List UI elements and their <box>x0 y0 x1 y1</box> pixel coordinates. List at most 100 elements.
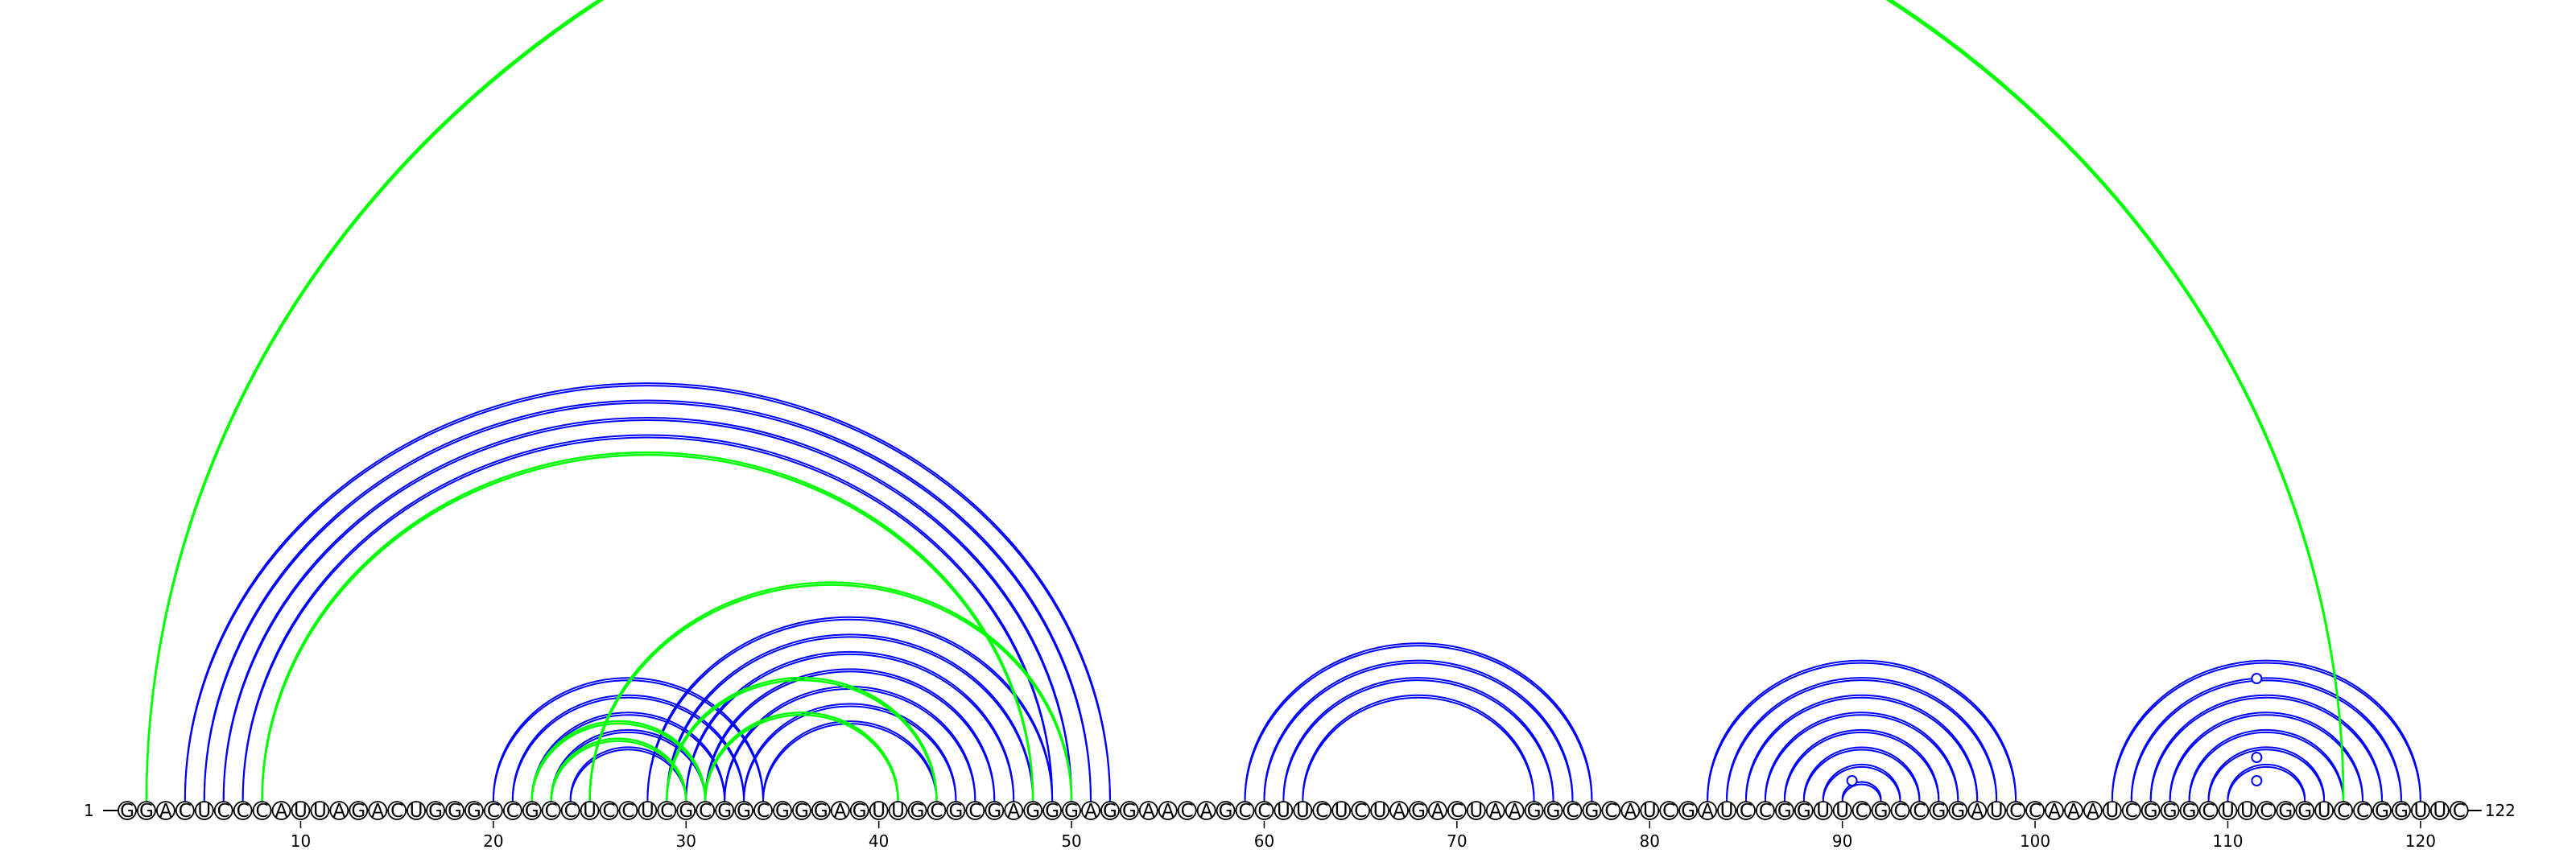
nucleotide-letter: U <box>1373 801 1387 822</box>
nucleotide-letter: C <box>1451 801 1463 822</box>
nucleotide-letter: G <box>1874 801 1889 822</box>
nucleotide: G <box>909 801 927 822</box>
blue-pair-arc <box>204 400 1091 799</box>
nucleotide: G <box>1121 801 1138 822</box>
nucleotide-letter: A <box>1701 801 1714 822</box>
nucleotide-letter: G <box>2163 801 2178 822</box>
nucleotide: U <box>2315 801 2333 822</box>
nucleotide: G <box>1101 801 1119 822</box>
nucleotide-letter: C <box>602 801 615 822</box>
nucleotide-letter: U <box>313 801 327 822</box>
nucleotide-letter: C <box>1315 801 1328 822</box>
nucleotide-letter: A <box>2067 801 2080 822</box>
nucleotide: C <box>1757 801 1774 822</box>
nucleotide-letter: C <box>660 801 673 822</box>
nucleotide-letter: C <box>1662 801 1675 822</box>
nucleotide: G <box>677 801 695 822</box>
nucleotide: U <box>2103 801 2121 822</box>
nucleotide-letter: C <box>968 801 981 822</box>
nucleotide-letter: U <box>1277 801 1290 822</box>
nucleotide-letter: C <box>237 801 250 822</box>
nucleotide: U <box>1641 801 1658 822</box>
nucleotide-letter: G <box>428 801 443 822</box>
nucleotide-letter: C <box>1604 801 1617 822</box>
nucleotide-letter: A <box>1971 801 1984 822</box>
nucleotide: G <box>735 801 753 822</box>
nucleotide-letter: A <box>2087 801 2099 822</box>
nucleotide-letter: U <box>1720 801 1734 822</box>
nucleotide: G <box>1217 801 1235 822</box>
nucleotide: C <box>2334 801 2352 822</box>
nucleotide: C <box>543 801 560 822</box>
tick-label: 90 <box>1832 831 1852 851</box>
nucleotide-letter: U <box>1816 801 1830 822</box>
nucleotide: G <box>2373 801 2391 822</box>
nucleotide-letter: C <box>487 801 500 822</box>
nucleotide-letter: C <box>1740 801 1752 822</box>
nucleotide: U <box>1718 801 1736 822</box>
nucleotide-letter: A <box>1084 801 1097 822</box>
nucleotide: C <box>485 801 502 822</box>
nucleotide: U <box>1294 801 1311 822</box>
nucleotide-letter: G <box>2375 801 2389 822</box>
nucleotide-letter: C <box>699 801 712 822</box>
nucleotide-letter: C <box>1566 801 1579 822</box>
nucleotide-letter: G <box>1585 801 1600 822</box>
nucleotide-letter: A <box>1489 801 1502 822</box>
nucleotide: C <box>601 801 618 822</box>
start-position-label: 1 <box>84 801 94 820</box>
nucleotide: U <box>2219 801 2236 822</box>
nucleotide: C <box>234 801 252 822</box>
nucleotide-letter: C <box>930 801 943 822</box>
nucleotide-letter: C <box>1893 801 1906 822</box>
nucleotide: C <box>966 801 984 822</box>
nucleotide: G <box>985 801 1003 822</box>
nucleotide: U <box>1814 801 1832 822</box>
nucleotide-letter: U <box>891 801 905 822</box>
nucleotide-letter: C <box>2029 801 2041 822</box>
nucleotide-letter: G <box>2297 801 2312 822</box>
blue-pair-arc <box>2227 767 2305 802</box>
nucleotide-letter: U <box>410 801 423 822</box>
nucleotide-letter: U <box>1335 801 1348 822</box>
tick-label: 10 <box>291 831 311 851</box>
nucleotide: U <box>196 801 213 822</box>
pair-marker <box>2252 776 2261 786</box>
tick-label: 20 <box>483 831 503 851</box>
green-pair-arc <box>532 724 705 802</box>
nucleotide-letter: C <box>2125 801 2138 822</box>
nucleotide: G <box>2296 801 2314 822</box>
nucleotide: C <box>2200 801 2218 822</box>
blue-pair-arc <box>1765 712 1958 799</box>
nucleotide-letter: C <box>217 801 230 822</box>
nucleotide: A <box>1968 801 1986 822</box>
nucleotide: U <box>581 801 599 822</box>
nucleotide: G <box>2181 801 2198 822</box>
nucleotide-letter: U <box>2433 801 2446 822</box>
nucleotide: U <box>311 801 328 822</box>
nucleotide-letter: G <box>467 801 481 822</box>
nucleotide-letter: G <box>717 801 732 822</box>
nucleotide-letter: G <box>775 801 790 822</box>
blue-pair-arc <box>1264 663 1572 802</box>
nucleotide-letter: C <box>179 801 192 822</box>
nucleotide: G <box>2161 801 2179 822</box>
nucleotide: C <box>1564 801 1582 822</box>
nucleotide: A <box>2046 801 2063 822</box>
nucleotide: U <box>1468 801 1485 822</box>
nucleotide: U <box>1371 801 1389 822</box>
nucleotide: A <box>1005 801 1022 822</box>
nucleotide-letter: C <box>621 801 634 822</box>
nucleotide-letter: A <box>1431 801 1444 822</box>
nucleotide-letter: U <box>1990 801 2004 822</box>
pair-marker <box>2252 753 2261 762</box>
tick-label: 120 <box>2405 831 2436 851</box>
nucleotide-letter: G <box>1797 801 1811 822</box>
nucleotide: U <box>1332 801 1350 822</box>
nucleotide: C <box>1179 801 1196 822</box>
nucleotide-letter: U <box>294 801 308 822</box>
nucleotide: U <box>2431 801 2449 822</box>
nucleotide: G <box>1063 801 1080 822</box>
nucleotide-letter: G <box>448 801 462 822</box>
nucleotide: C <box>1660 801 1678 822</box>
